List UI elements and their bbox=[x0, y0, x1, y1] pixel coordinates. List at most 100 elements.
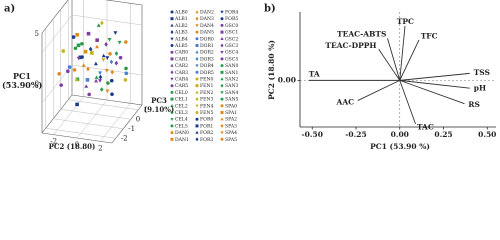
x-tick-label: 0 bbox=[75, 141, 79, 149]
loading-vector bbox=[357, 79, 400, 101]
legend-marker bbox=[220, 23, 224, 27]
x-axis-label: PC1 (53.90 %) bbox=[370, 142, 430, 151]
legend-label: FEN0 bbox=[200, 77, 214, 83]
legend-marker bbox=[220, 91, 224, 95]
legend-label: CAR2 bbox=[175, 63, 188, 69]
legend-marker bbox=[220, 123, 224, 128]
legend-marker bbox=[220, 30, 224, 34]
x-tick-label: 0.25 bbox=[434, 130, 452, 139]
loading-vector bbox=[378, 49, 401, 81]
legend-marker bbox=[220, 104, 224, 108]
legend-label: CEL3 bbox=[175, 110, 188, 116]
point bbox=[80, 42, 84, 46]
legend-marker bbox=[195, 10, 199, 14]
point bbox=[71, 35, 76, 39]
legend-label: GSC2 bbox=[225, 36, 238, 42]
legend-label: GSC5 bbox=[225, 56, 238, 62]
legend-label: GSC0 bbox=[225, 23, 238, 29]
legend-marker bbox=[170, 84, 174, 88]
point bbox=[101, 53, 106, 58]
chart: a) PC2 (18.80) b) PC1 (53.90 %) PC2 (18.… bbox=[4, 0, 496, 152]
legend-label: CEL0 bbox=[175, 90, 188, 96]
legend-label: FOR3 bbox=[200, 137, 213, 143]
legend-label: SAN4 bbox=[225, 90, 238, 96]
y-tick-label: -2 bbox=[121, 134, 128, 142]
panel-a-title: a) bbox=[4, 4, 15, 15]
legend-marker bbox=[170, 50, 174, 54]
legend-label: CAR0 bbox=[175, 50, 188, 56]
legend-marker bbox=[170, 17, 174, 21]
legend-marker bbox=[170, 90, 174, 94]
legend-marker bbox=[170, 57, 174, 61]
vector-label: TFC bbox=[421, 31, 438, 40]
y-tick-label: -1 bbox=[128, 125, 135, 133]
x-tick-label: 2 bbox=[98, 144, 102, 152]
legend-label: SAN1 bbox=[225, 70, 238, 76]
legend-label: ALB1 bbox=[174, 16, 188, 22]
legend-marker bbox=[170, 97, 174, 101]
x-tick-label: -0.25 bbox=[345, 130, 366, 139]
legend-label: CEL1 bbox=[175, 97, 188, 103]
point bbox=[86, 31, 91, 36]
x-tick-label: 0.50 bbox=[478, 130, 496, 139]
box-edge bbox=[41, 94, 73, 134]
point bbox=[117, 40, 122, 45]
legend-marker bbox=[220, 137, 224, 141]
point bbox=[66, 69, 70, 74]
legend-label: ALB5 bbox=[174, 43, 188, 49]
legend-label: SPA3 bbox=[225, 123, 237, 129]
legend-label: SAN0 bbox=[225, 63, 238, 69]
legend-label: SPA2 bbox=[225, 117, 237, 123]
legend-label: DOR5 bbox=[200, 70, 214, 76]
legend-marker bbox=[220, 43, 224, 48]
loading-vector bbox=[399, 72, 470, 81]
point bbox=[98, 79, 102, 83]
legend-marker bbox=[195, 117, 199, 121]
legend-label: ALB4 bbox=[174, 36, 188, 42]
point bbox=[95, 44, 99, 49]
legend-marker bbox=[220, 83, 224, 88]
point bbox=[101, 58, 106, 62]
box-edge bbox=[111, 104, 143, 144]
legend-label: DOR1 bbox=[200, 43, 214, 49]
legend-marker bbox=[170, 77, 174, 81]
legend-label: DAN4 bbox=[200, 23, 214, 29]
point bbox=[104, 42, 108, 47]
legend-label: DAN5 bbox=[200, 30, 214, 36]
y-axis-label: PC2 (18.80 %) bbox=[267, 40, 276, 100]
legend-marker bbox=[170, 131, 174, 135]
panel-b-title: b) bbox=[264, 4, 276, 15]
legend-label: DOR2 bbox=[200, 50, 214, 56]
x-tick-label: -2 bbox=[50, 138, 57, 146]
legend-label: FEN3 bbox=[200, 97, 214, 103]
loading-vector bbox=[399, 79, 470, 89]
point bbox=[94, 78, 99, 83]
legend-label: GSC3 bbox=[225, 43, 238, 49]
point bbox=[86, 66, 90, 72]
z-axis-label: PC1 (53.90%) bbox=[2, 71, 43, 90]
grid-line bbox=[71, 14, 143, 26]
point bbox=[98, 74, 103, 80]
y-tick-label: 1 bbox=[143, 106, 147, 114]
point bbox=[98, 71, 103, 75]
point bbox=[94, 75, 99, 79]
legend-marker bbox=[220, 111, 224, 114]
legend-marker bbox=[195, 50, 199, 54]
point bbox=[104, 68, 109, 73]
legend-marker bbox=[195, 16, 199, 21]
vector-label: TA bbox=[309, 69, 320, 78]
legend-label: SPA4 bbox=[225, 130, 237, 136]
point bbox=[114, 51, 119, 56]
grid-line bbox=[100, 103, 131, 142]
point bbox=[110, 69, 115, 75]
legend-label: GSC1 bbox=[225, 30, 238, 36]
legend-label: CAR1 bbox=[175, 56, 188, 62]
grid-line bbox=[68, 99, 139, 110]
legend-marker bbox=[170, 44, 174, 47]
legend-marker bbox=[220, 70, 224, 74]
vector-label: TEAC-DPPH bbox=[325, 41, 376, 50]
legend-label: FOR1 bbox=[200, 123, 213, 129]
legend-marker bbox=[220, 77, 224, 81]
legend-label: CEL2 bbox=[175, 103, 188, 109]
point bbox=[106, 81, 110, 85]
